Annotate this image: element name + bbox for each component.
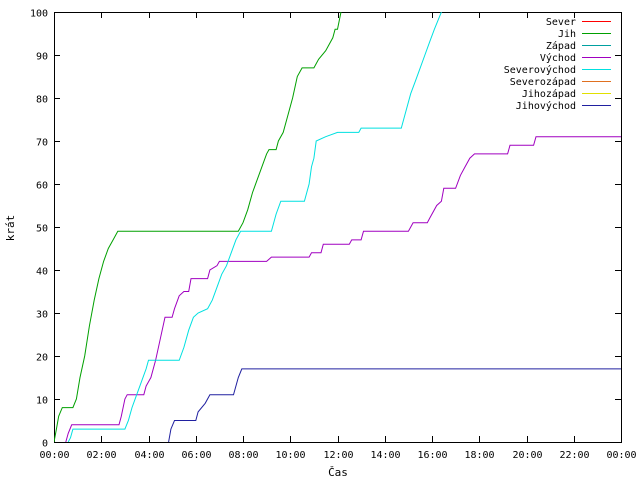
legend-label-jih: Jih bbox=[558, 29, 576, 40]
y-axis-label: krát bbox=[4, 215, 17, 242]
y-tick-label: 60 bbox=[36, 181, 48, 192]
series-line-jih bbox=[54, 12, 342, 442]
series-line-severovychod bbox=[67, 12, 442, 442]
x-tick-label: 00:00 bbox=[39, 450, 69, 461]
y-tick-label: 40 bbox=[36, 267, 48, 278]
legend-label-severozapad: Severozápad bbox=[510, 76, 576, 88]
y-tick-label: 30 bbox=[36, 310, 48, 321]
y-tick-label: 90 bbox=[36, 52, 48, 63]
y-tick-label: 100 bbox=[30, 9, 48, 20]
series-line-vychod bbox=[65, 136, 621, 442]
x-axis-label: Čas bbox=[328, 466, 348, 479]
series-line-jihovychod bbox=[168, 368, 621, 442]
legend-label-jihovychod: Jihovýchod bbox=[516, 100, 576, 112]
x-tick-label: 20:00 bbox=[512, 450, 542, 461]
y-tick-label: 80 bbox=[36, 95, 48, 106]
legend-label-zapad: Západ bbox=[546, 40, 576, 52]
y-tick-label: 10 bbox=[36, 396, 48, 407]
legend-label-jihozapad: Jihozápad bbox=[522, 88, 576, 100]
series-layer bbox=[54, 12, 621, 442]
legend-label-vychod: Východ bbox=[540, 52, 576, 64]
x-tick-label: 10:00 bbox=[275, 450, 305, 461]
y-tick-label: 70 bbox=[36, 138, 48, 149]
x-tick-label: 22:00 bbox=[559, 450, 589, 461]
y-tick-label: 20 bbox=[36, 353, 48, 364]
y-tick-label: 50 bbox=[36, 224, 48, 235]
x-tick-label: 02:00 bbox=[86, 450, 116, 461]
legend-label-sever: Sever bbox=[546, 17, 576, 28]
x-tick-label: 08:00 bbox=[228, 450, 258, 461]
y-axis-ticks: 0 10 20 30 40 50 60 70 80 90 100 bbox=[30, 9, 621, 450]
x-axis-ticks: 00:00 02:00 04:00 06:00 08:00 10:00 12:00 14:00… bbox=[39, 12, 637, 461]
x-tick-label: 14:00 bbox=[370, 450, 400, 461]
x-tick-label: 16:00 bbox=[417, 450, 447, 461]
x-tick-label: 00:00 bbox=[606, 450, 636, 461]
y-tick-label: 0 bbox=[42, 439, 48, 450]
x-tick-label: 12:00 bbox=[323, 450, 353, 461]
x-tick-label: 06:00 bbox=[181, 450, 211, 461]
legend-label-severovychod: Severovýchod bbox=[504, 64, 576, 76]
x-tick-label: 18:00 bbox=[464, 450, 494, 461]
x-tick-label: 04:00 bbox=[134, 450, 164, 461]
legend: SeverJihZápadVýchodSeverovýchodSeverozáp… bbox=[504, 17, 611, 112]
